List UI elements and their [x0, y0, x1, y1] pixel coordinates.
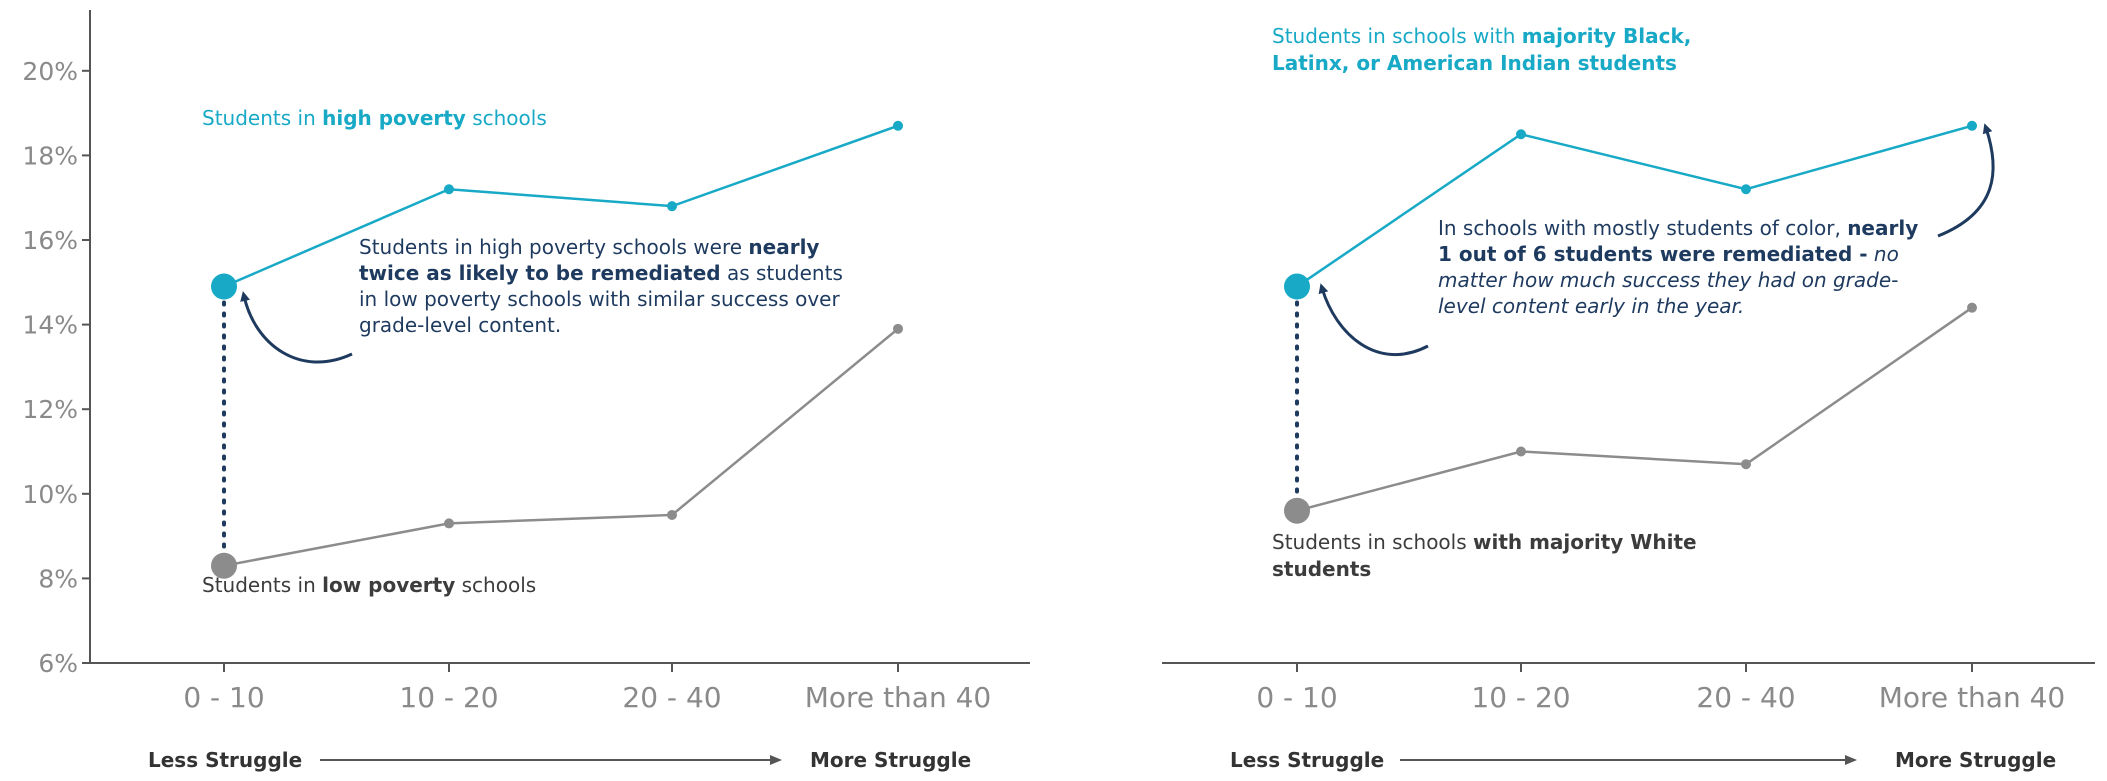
- data-point-majority_white-2: [1741, 459, 1751, 470]
- x-tick-label: 0 - 10: [183, 681, 264, 714]
- chart-right: 0 - 10 10 - 20 20 - 40 More than 40 Less Str…: [1162, 120, 2095, 772]
- data-point-majority_white-3: [1967, 302, 1977, 313]
- annotation-right: In schools with mostly students of color…: [1438, 216, 1919, 318]
- series-line-high: [223, 124, 899, 288]
- less-struggle-label: Less Struggle: [1230, 748, 1384, 772]
- data-point-high-1: [444, 184, 454, 195]
- x-tick-label: 10 - 20: [1471, 681, 1570, 714]
- y-tick-label: 10%: [22, 480, 78, 509]
- x-tick-label: More than 40: [1879, 681, 2065, 714]
- chart-left: 20% 18% 16% 14% 12% 10% 8% 6% 0 - 10 10 - 20 20 - …: [22, 10, 1030, 772]
- data-point-high-2: [667, 201, 677, 212]
- data-point-majority_poc-0: [1284, 273, 1310, 300]
- series-label-majority-poc: Students in schools with majority Black,…: [1272, 24, 1692, 75]
- x-tick-label: 20 - 40: [622, 681, 721, 714]
- data-point-low-1: [444, 518, 454, 529]
- y-tick-label: 20%: [22, 57, 78, 86]
- x-tick-label: 0 - 10: [1256, 681, 1337, 714]
- data-point-high-0: [211, 273, 237, 300]
- data-point-low-2: [667, 509, 677, 520]
- series-line-majority_white: [1296, 306, 1973, 512]
- y-tick-label: 12%: [22, 395, 78, 424]
- data-point-high-3: [893, 120, 903, 131]
- x-tick-label: 10 - 20: [399, 681, 498, 714]
- data-point-low-0: [211, 552, 237, 579]
- data-point-majority_poc-2: [1741, 184, 1751, 195]
- y-tick-label: 18%: [22, 141, 78, 170]
- y-tick-label: 16%: [22, 226, 78, 255]
- more-struggle-label: More Struggle: [1895, 748, 2056, 772]
- data-point-majority_white-1: [1516, 446, 1526, 457]
- data-point-low-3: [893, 323, 903, 334]
- y-tick-label: 14%: [22, 311, 78, 340]
- less-struggle-label: Less Struggle: [148, 748, 302, 772]
- y-tick-label: 6%: [38, 649, 78, 678]
- data-point-majority_poc-3: [1967, 120, 1977, 131]
- annotation-arrow-right-top: [1937, 123, 1995, 238]
- data-point-majority_white-0: [1284, 497, 1310, 524]
- data-point-majority_poc-1: [1516, 129, 1526, 140]
- series-label-low-poverty: Students in low poverty schools: [202, 573, 537, 597]
- annotation-left: Students in high poverty schools were ne…: [359, 235, 843, 337]
- series-line-majority_poc: [1296, 124, 1973, 288]
- series-line-low: [223, 327, 899, 567]
- annotation-arrow-left: [240, 291, 353, 364]
- series-label-high-poverty: Students in high poverty schools: [202, 106, 547, 130]
- y-tick-label: 8%: [38, 564, 78, 593]
- more-struggle-label: More Struggle: [810, 748, 971, 772]
- annotation-arrow-right-bottom: [1318, 283, 1429, 357]
- x-tick-label: 20 - 40: [1696, 681, 1795, 714]
- x-tick-label: More than 40: [805, 681, 991, 714]
- series-label-majority-white: Students in schools with majority White …: [1272, 530, 1697, 581]
